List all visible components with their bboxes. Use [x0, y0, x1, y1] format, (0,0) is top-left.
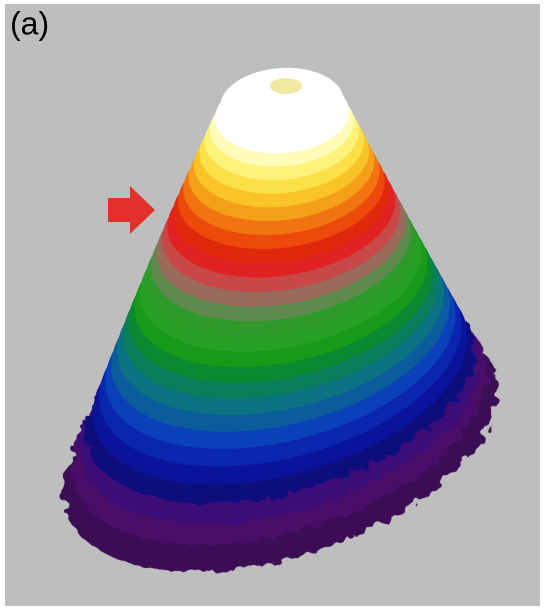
contour-band [220, 67, 344, 141]
panel-label: (a) [10, 5, 49, 41]
cone-surface [63, 67, 497, 572]
arrow [108, 186, 155, 234]
crater [270, 78, 302, 94]
